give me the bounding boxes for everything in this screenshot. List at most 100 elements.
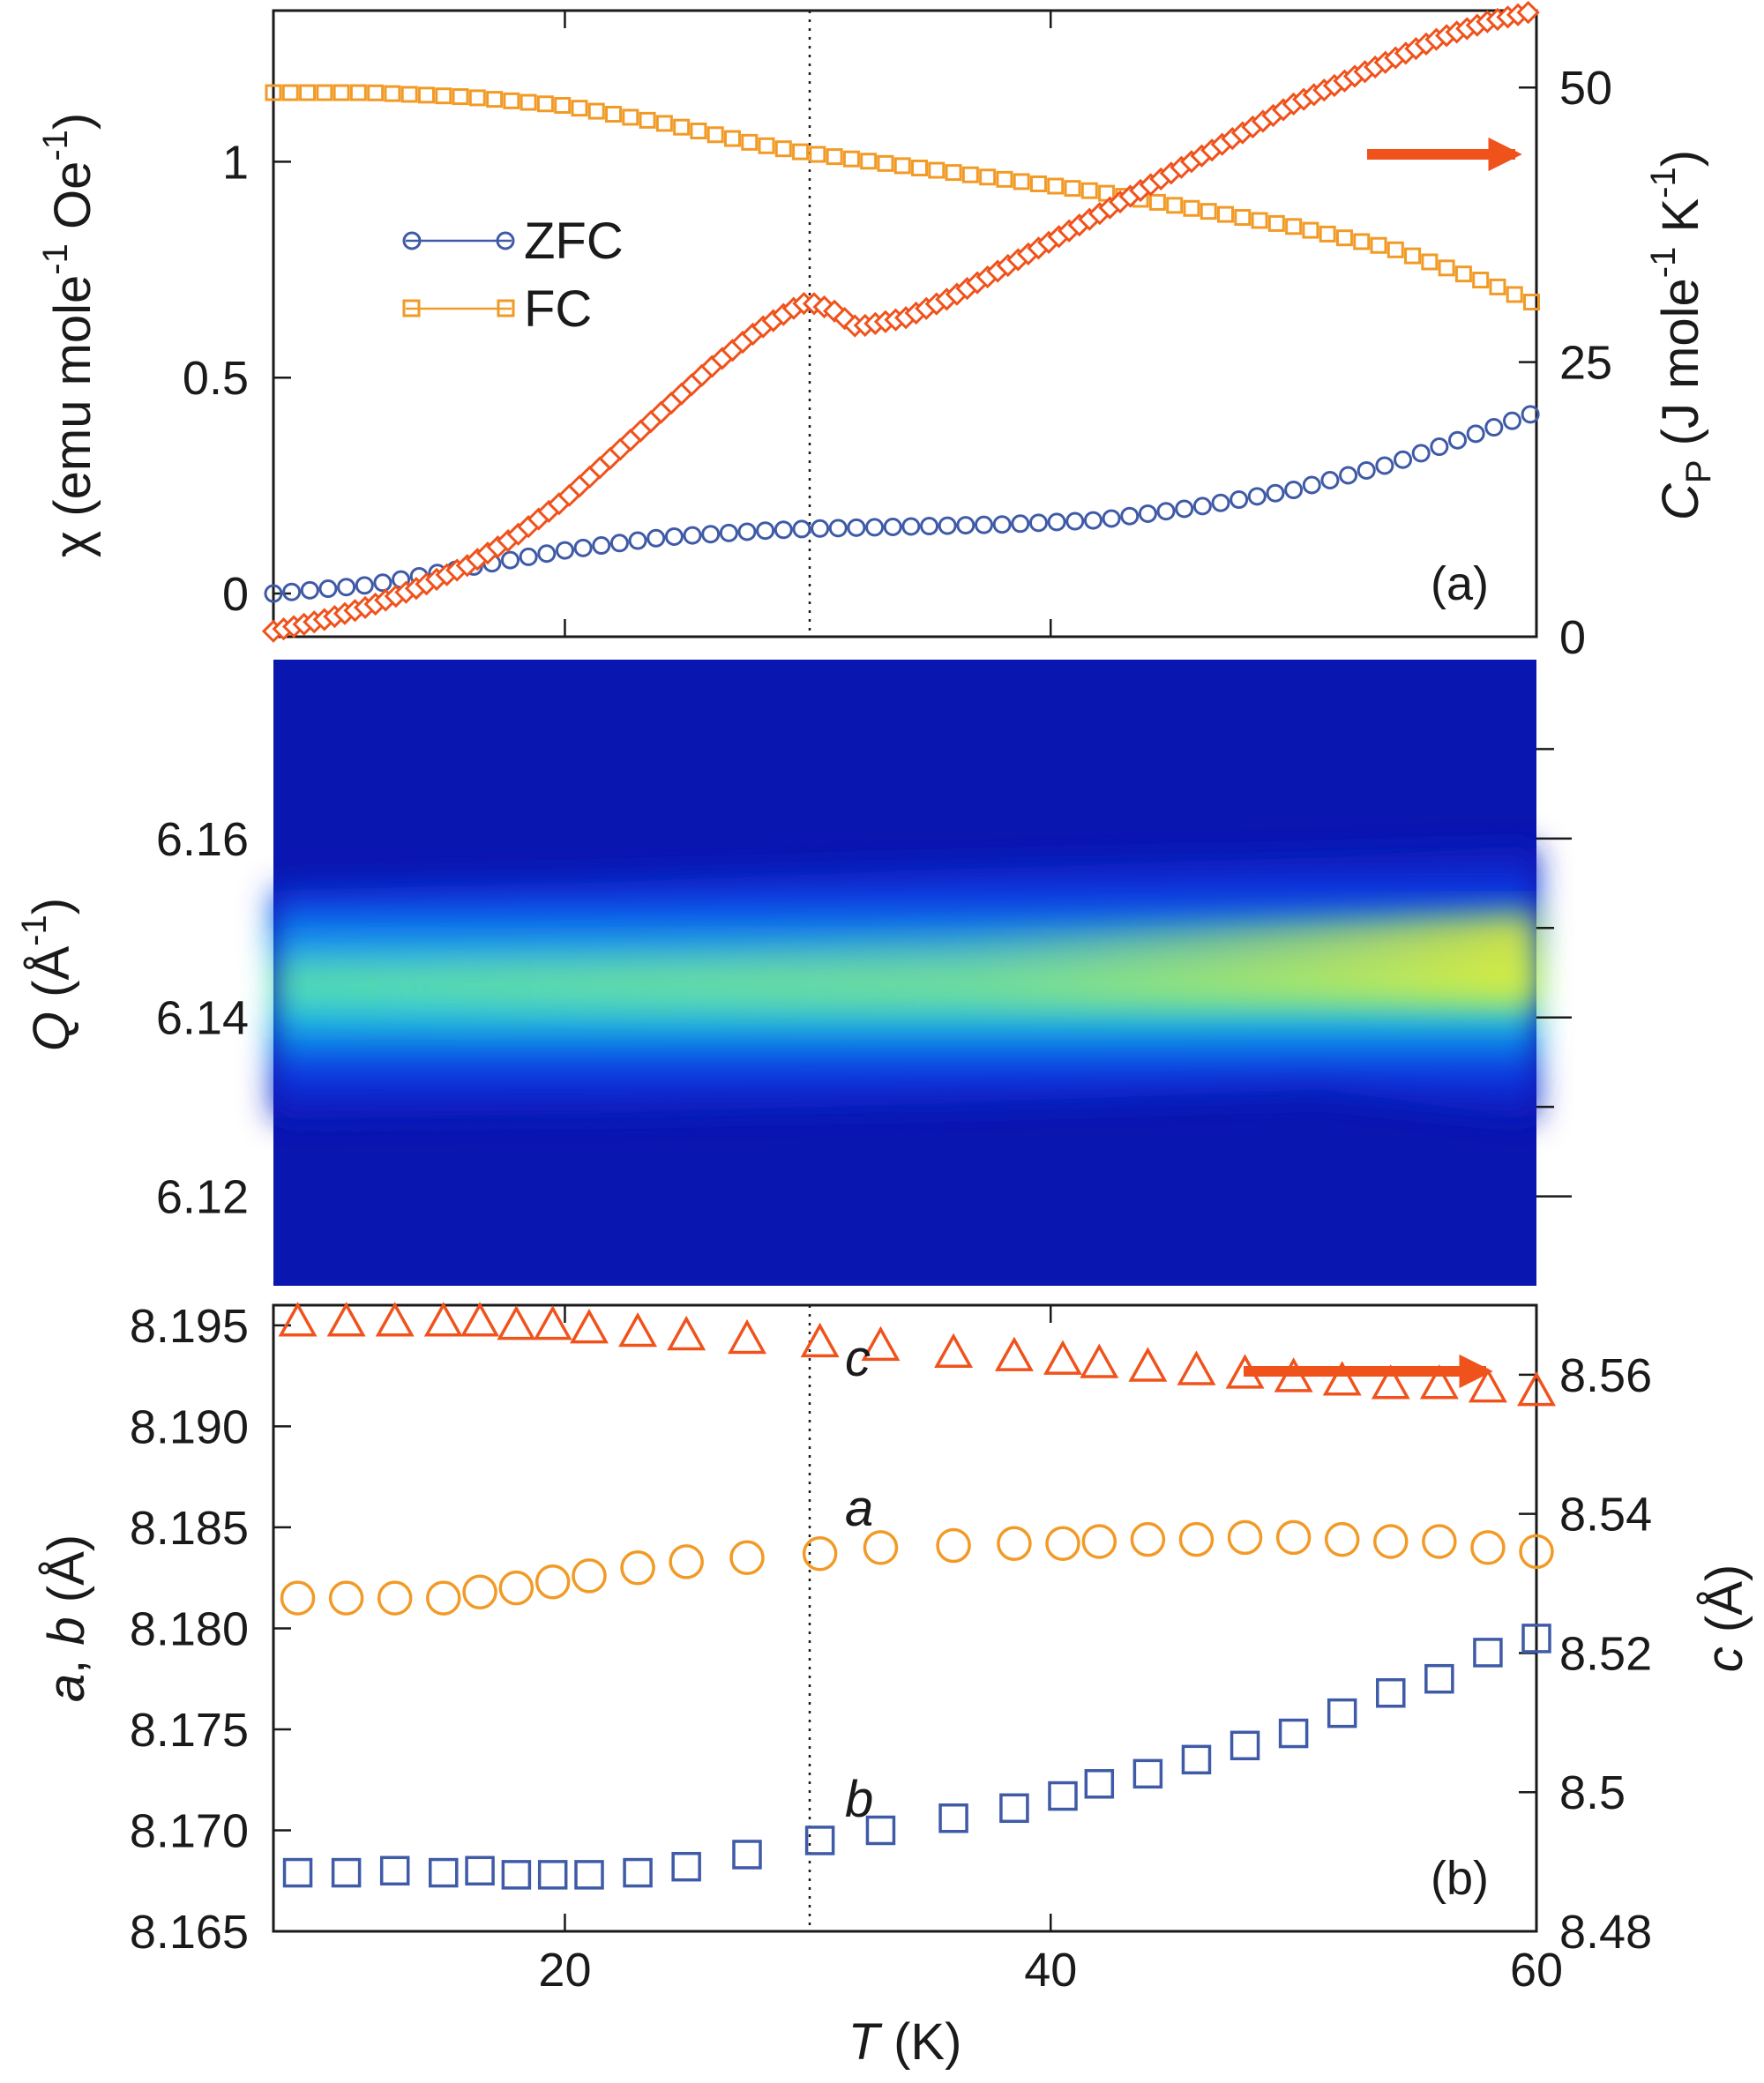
y-tick-label-right: 8.5 <box>1559 1766 1626 1819</box>
a-point <box>377 1580 413 1616</box>
zfc-point <box>956 516 975 535</box>
c-point <box>1043 1340 1082 1375</box>
series-cp <box>261 0 1540 643</box>
c-point <box>423 1302 463 1337</box>
fc-point <box>690 122 707 139</box>
panel-a-frame <box>272 9 1538 638</box>
zfc-point <box>355 576 374 595</box>
b-point <box>501 1860 532 1890</box>
fc-point <box>1319 225 1336 243</box>
fc-point <box>349 84 367 101</box>
zfc-point <box>1047 512 1066 532</box>
zfc-point <box>1521 405 1540 424</box>
zfc-point <box>592 536 611 556</box>
zfc-point <box>992 515 1012 534</box>
zfc-point <box>1320 471 1340 489</box>
fc-point <box>1489 278 1506 295</box>
fc-point <box>605 106 623 123</box>
fc-point <box>979 168 997 186</box>
fc-point <box>1080 182 1098 199</box>
zfc-point <box>1502 411 1521 430</box>
fc-point <box>1029 175 1047 192</box>
a-point <box>1130 1521 1166 1557</box>
legend-zfc-marker <box>402 231 422 250</box>
fc-point <box>792 143 810 161</box>
zfc-point <box>1102 509 1121 528</box>
y-tick-label-right: 50 <box>1559 62 1612 115</box>
label-b: b <box>845 1771 873 1828</box>
legend-fc-label: FC <box>524 280 592 338</box>
fc-point <box>299 84 317 101</box>
c-point <box>618 1311 658 1348</box>
a-point <box>1178 1521 1215 1557</box>
fc-point <box>1285 218 1303 235</box>
b-point <box>429 1857 459 1888</box>
fc-point <box>1335 229 1353 247</box>
series-c <box>278 1302 1556 1407</box>
zfc-point <box>1247 487 1267 506</box>
zfc-point <box>811 519 830 538</box>
fc-point <box>1200 203 1217 220</box>
ylabel-q: Q (Å-1) <box>15 898 80 1051</box>
x-tick-label: 40 <box>1024 1944 1077 1997</box>
fc-point <box>996 170 1013 188</box>
zfc-point <box>264 584 283 603</box>
heatmap-ticks: 6.12 6.14 6.16 <box>156 748 1572 1224</box>
a-point <box>863 1530 899 1565</box>
fc-point <box>1454 265 1472 283</box>
a-point <box>1227 1519 1263 1556</box>
fc-point <box>911 159 929 176</box>
a-point <box>1081 1524 1117 1559</box>
a-point <box>328 1580 364 1616</box>
y-tick-label-left: 8.170 <box>130 1804 249 1857</box>
a-point <box>729 1540 765 1576</box>
fc-point <box>1234 209 1252 227</box>
y-tick-label-left: 1 <box>222 136 249 189</box>
series-zfc <box>264 405 1540 603</box>
xlabel-t: T (K) <box>848 2013 962 2071</box>
c-point <box>1517 1371 1556 1407</box>
b-point <box>465 1855 495 1886</box>
fc-point <box>486 91 504 108</box>
y-tick-label-right: 8.52 <box>1559 1627 1652 1680</box>
c-point <box>861 1325 901 1362</box>
zfc-point <box>1339 466 1358 485</box>
legend-zfc-label: ZFC <box>524 213 624 270</box>
panel-a-ticks: 0 0.5 1 0 25 50 <box>183 11 1612 664</box>
zfc-point <box>318 579 338 599</box>
zfc-point <box>1175 499 1194 519</box>
legend-zfc-marker <box>496 231 515 250</box>
heatmap-hotspot <box>273 913 1536 1023</box>
fc-point <box>961 166 979 183</box>
legend: ZFC FC <box>402 213 624 338</box>
fc-point <box>741 133 759 151</box>
fc-point <box>571 100 588 117</box>
fc-point <box>435 87 452 105</box>
zfc-point <box>1211 493 1230 512</box>
zfc-point <box>1266 483 1285 503</box>
fc-point <box>1183 199 1200 217</box>
zfc-point <box>1156 502 1176 521</box>
zfc-point <box>1375 456 1394 475</box>
y-tick-label-left: 8.185 <box>130 1502 249 1555</box>
b-point <box>1084 1769 1115 1799</box>
fc-point <box>468 89 486 107</box>
zfc-point <box>1357 460 1376 480</box>
label-a: a <box>845 1480 873 1537</box>
c-point <box>497 1305 536 1340</box>
fc-point <box>673 118 691 136</box>
fc-point <box>587 102 605 120</box>
fc-point <box>367 84 385 101</box>
zfc-point <box>373 573 392 593</box>
y-tick-label-left: 0 <box>222 568 249 621</box>
y-tick-label-right: 25 <box>1559 337 1612 390</box>
zfc-point <box>519 547 538 566</box>
fc-point <box>1267 214 1285 232</box>
fc-point <box>400 86 418 103</box>
y-tick-label-right: 8.54 <box>1559 1489 1652 1542</box>
zfc-point <box>1083 511 1102 530</box>
fc-point <box>384 85 401 102</box>
zfc-point <box>1484 418 1504 437</box>
zfc-point <box>501 550 519 570</box>
fc-point <box>452 88 469 106</box>
